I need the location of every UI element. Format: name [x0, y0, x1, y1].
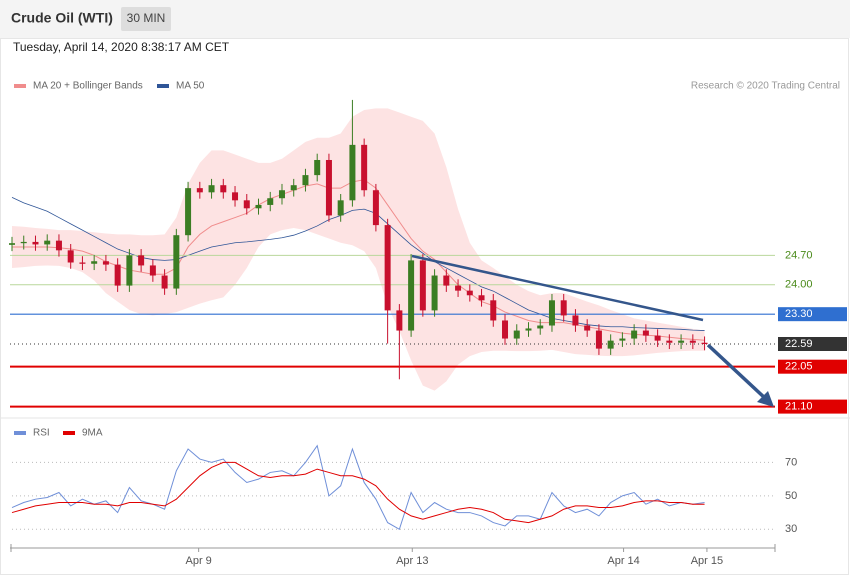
- candle-body: [466, 290, 473, 296]
- candle-body: [525, 328, 532, 331]
- legend-label: 9MA: [82, 428, 103, 439]
- candle-body: [91, 261, 98, 264]
- candle-body: [689, 340, 696, 343]
- candle-body: [337, 200, 344, 216]
- candle-body: [149, 265, 156, 276]
- ma50-line: [11, 197, 705, 331]
- candle-body: [9, 243, 15, 245]
- candle-body: [208, 185, 215, 193]
- candle-body: [666, 340, 673, 343]
- forecast-arrow: [706, 343, 768, 401]
- trendline: [411, 254, 704, 322]
- candle-body: [114, 264, 121, 286]
- candle-body: [372, 190, 379, 226]
- candle-body: [20, 241, 27, 244]
- candle-body: [654, 335, 661, 341]
- x-tick-label: Apr 14: [607, 555, 639, 567]
- candle-body: [595, 330, 602, 349]
- candle-body: [173, 235, 180, 289]
- candle-body: [548, 300, 555, 326]
- candle-body: [431, 275, 438, 311]
- candle-body: [396, 310, 403, 331]
- candle-body: [325, 159, 332, 216]
- instrument-title: Crude Oil (WTI): [11, 10, 113, 26]
- candle-body: [537, 325, 544, 329]
- legend-label: RSI: [33, 428, 50, 439]
- candle-body: [32, 241, 39, 245]
- candle-body: [572, 315, 579, 326]
- level-box: [778, 307, 847, 322]
- candle-body: [642, 330, 649, 336]
- candle-body: [278, 190, 285, 199]
- candle-body: [619, 338, 626, 341]
- candle-body: [196, 188, 203, 193]
- bollinger-band: [12, 108, 705, 391]
- candle-body: [161, 275, 168, 289]
- candle-body: [267, 198, 274, 205]
- frame: [0, 38, 849, 575]
- candle-body: [185, 188, 192, 236]
- y-tick-label: 70: [785, 456, 797, 468]
- candle-body: [138, 255, 145, 266]
- candle-body: [584, 325, 591, 331]
- candle-body: [55, 240, 62, 251]
- timestamp: Tuesday, April 14, 2020 8:38:17 AM CET: [13, 40, 230, 54]
- candle-body: [560, 300, 567, 316]
- level-box: [778, 337, 847, 351]
- candle-body: [44, 240, 51, 245]
- level-box: [778, 359, 847, 374]
- candle-body: [79, 262, 86, 264]
- credit: Research © 2020 Trading Central: [691, 81, 840, 92]
- rsi-line: [11, 444, 705, 531]
- arrow-head: [757, 391, 774, 407]
- level-label: 24.00: [785, 279, 813, 291]
- x-tick-label: Apr 9: [185, 555, 211, 567]
- candle-body: [290, 185, 297, 191]
- level-label: 22.05: [785, 361, 813, 373]
- candle-body: [455, 285, 462, 291]
- candle-body: [232, 192, 239, 201]
- candle-body: [102, 261, 109, 265]
- candle-body: [701, 342, 708, 344]
- candle-body: [408, 260, 415, 331]
- candle-body: [502, 320, 509, 339]
- candle-body: [361, 144, 368, 191]
- candle-body: [255, 204, 262, 209]
- candle-body: [314, 159, 321, 176]
- candle-body: [513, 330, 520, 339]
- candle-body: [443, 275, 450, 286]
- rsi-ma-line: [11, 461, 705, 524]
- level-label: 21.10: [785, 401, 813, 413]
- candle-body: [419, 260, 426, 311]
- y-tick-label: 50: [785, 490, 797, 502]
- candle-body: [126, 255, 133, 286]
- candle-body: [490, 300, 497, 321]
- legend-label: MA 50: [176, 81, 205, 92]
- candle-body: [302, 175, 309, 186]
- x-tick-label: Apr 13: [396, 555, 428, 567]
- level-label: 23.30: [785, 308, 813, 320]
- candle-body: [384, 225, 391, 311]
- legend-label: MA 20 + Bollinger Bands: [33, 81, 143, 92]
- y-tick-label: 30: [785, 523, 797, 535]
- candle-body: [243, 200, 250, 209]
- candle-body: [220, 185, 227, 193]
- interval-badge[interactable]: [121, 7, 171, 31]
- candle-body: [67, 250, 74, 263]
- candle-body: [678, 340, 685, 343]
- candle-body: [607, 340, 614, 349]
- candle-body: [631, 330, 638, 339]
- x-tick-label: Apr 15: [691, 555, 723, 567]
- interval: 30 MIN: [127, 11, 166, 25]
- candle-body: [478, 295, 485, 301]
- candle-body: [349, 144, 356, 201]
- level-label: 24.70: [785, 249, 813, 261]
- level-label: 22.59: [785, 338, 813, 350]
- level-box: [778, 399, 847, 414]
